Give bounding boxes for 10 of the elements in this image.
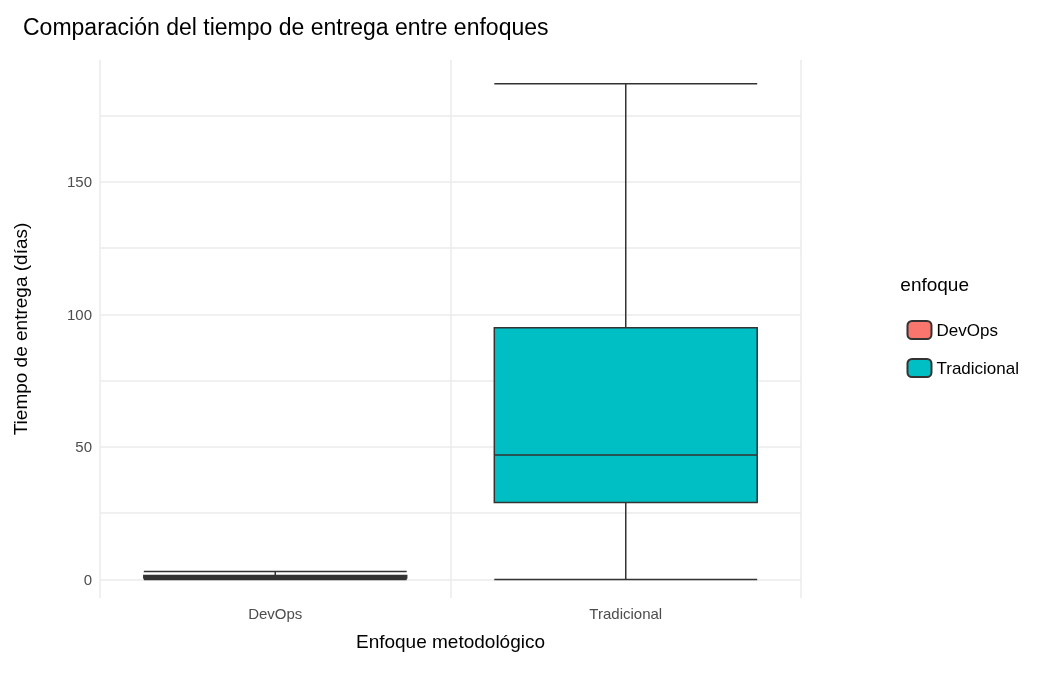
legend-label: Tradicional (936, 358, 1020, 378)
y-tick-label: 100 (66, 305, 92, 323)
y-tick-label: 50 (75, 438, 92, 456)
y-axis-title: Tiempo de entrega (días) (10, 222, 31, 436)
legend-label: DevOps (936, 320, 998, 340)
y-tick-label: 150 (66, 173, 92, 191)
legend-title: enfoque (900, 274, 970, 295)
y-tick-label: 0 (83, 570, 92, 588)
x-axis-title: Enfoque metodológico (355, 631, 546, 652)
chart-title: Comparación del tiempo de entrega entre enfoques (23, 13, 549, 40)
